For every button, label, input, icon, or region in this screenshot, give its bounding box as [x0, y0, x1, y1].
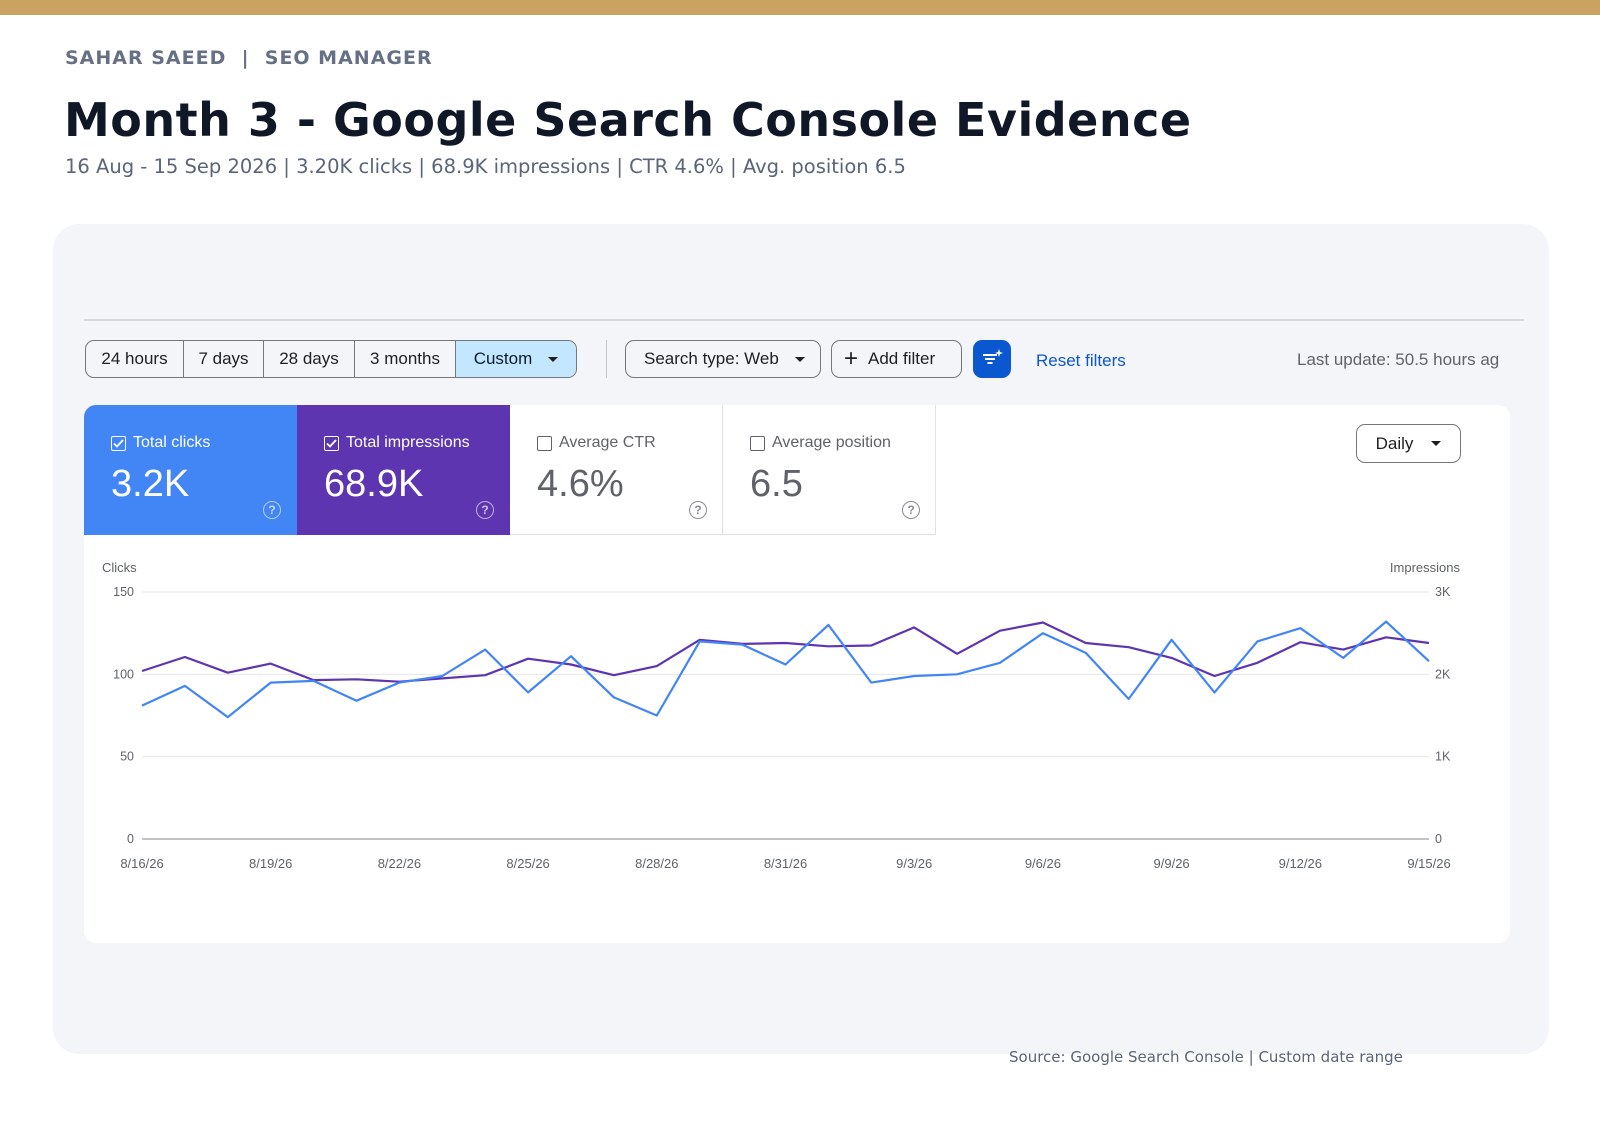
performance-card: Total clicks 3.2K ? Total impressions 68… [84, 405, 1510, 943]
chevron-down-icon [548, 356, 559, 362]
page-subtitle: 16 Aug - 15 Sep 2026 | 3.20K clicks | 68… [65, 155, 906, 178]
accent-bar [0, 0, 1600, 15]
metric-label-row: Total clicks [111, 434, 210, 452]
y-axis-title-right: Impressions [1390, 560, 1461, 575]
chevron-down-icon [1431, 441, 1442, 446]
x-tick-label: 8/25/26 [506, 856, 549, 871]
y-tick-label-left: 150 [113, 585, 134, 599]
metric-label-row: Total impressions [324, 434, 470, 452]
granularity-label: Daily [1375, 433, 1414, 453]
metric-value: 68.9K [324, 463, 424, 505]
divider [84, 319, 1524, 321]
filter-settings-button[interactable] [973, 340, 1011, 378]
x-tick-label: 9/12/26 [1279, 856, 1322, 871]
add-filter-label: Add filter [868, 349, 936, 368]
reset-filters-link[interactable]: Reset filters [1036, 351, 1126, 370]
metric-value: 4.6% [537, 463, 624, 505]
performance-line-chart: 0 0 50 1K 100 2K 150 3K Clicks Impressions 8/16/26… [102, 560, 1461, 871]
metric-label: Average position [772, 434, 891, 451]
date-range-selector: 24 hours 7 days 28 days 3 months Custom [85, 340, 577, 378]
page-title: Month 3 - Google Search Console Evidence [64, 93, 1192, 147]
y-tick-label-left: 100 [113, 667, 134, 681]
x-tick-label: 9/6/26 [1025, 856, 1061, 871]
series-line-clicks [141, 620, 1430, 719]
checkbox-checked-icon[interactable] [111, 435, 126, 451]
y-tick-label-left: 50 [120, 750, 134, 764]
metric-label-row: Average position [750, 434, 891, 452]
range-3-months-button[interactable]: 3 months [355, 341, 456, 377]
range-custom-button[interactable]: Custom [456, 341, 576, 377]
add-filter-button[interactable]: + Add filter [831, 340, 962, 378]
author-role: SAHAR SAEED | SEO MANAGER [65, 47, 433, 69]
help-icon[interactable]: ? [689, 501, 707, 519]
range-custom-label: Custom [473, 349, 533, 368]
metric-label: Total clicks [133, 434, 211, 451]
search-type-label: Search type: Web [644, 349, 779, 368]
checkbox-unchecked-icon[interactable] [750, 435, 765, 451]
toolbar-separator [606, 340, 607, 378]
x-tick-label: 8/28/26 [635, 856, 678, 871]
y-tick-label-right: 2K [1435, 667, 1451, 681]
chevron-down-icon [794, 356, 805, 362]
plus-icon: + [844, 345, 859, 372]
metric-total-clicks[interactable]: Total clicks 3.2K ? [84, 405, 297, 535]
x-tick-label: 9/9/26 [1154, 856, 1190, 871]
help-icon[interactable]: ? [902, 501, 920, 519]
x-tick-label: 8/31/26 [764, 856, 807, 871]
x-tick-label: 8/22/26 [378, 856, 421, 871]
metric-label: Total impressions [346, 434, 470, 451]
filter-sparkle-icon [983, 349, 1003, 364]
y-tick-label-right: 0 [1435, 832, 1442, 846]
y-tick-label-right: 3K [1435, 585, 1451, 599]
last-update-text: Last update: 50.5 hours ag [1297, 350, 1500, 369]
range-24-hours-button[interactable]: 24 hours [86, 341, 184, 377]
metric-label: Average CTR [559, 434, 656, 451]
metric-value: 3.2K [111, 463, 190, 505]
granularity-dropdown[interactable]: Daily [1356, 424, 1461, 463]
metric-value: 6.5 [750, 463, 803, 505]
y-tick-label-left: 0 [127, 832, 134, 846]
y-tick-label-right: 1K [1435, 750, 1451, 764]
x-tick-label: 8/16/26 [120, 856, 163, 871]
y-axis-title-left: Clicks [102, 560, 137, 575]
series-line-impressions [141, 621, 1430, 683]
metric-average-position[interactable]: Average position 6.5 ? [723, 405, 936, 535]
checkbox-unchecked-icon[interactable] [537, 435, 552, 451]
help-icon[interactable]: ? [476, 501, 494, 519]
checkbox-checked-icon[interactable] [324, 435, 339, 451]
range-28-days-button[interactable]: 28 days [264, 341, 355, 377]
x-tick-label: 9/3/26 [896, 856, 932, 871]
x-tick-label: 8/19/26 [249, 856, 292, 871]
metric-label-row: Average CTR [537, 434, 656, 452]
metric-total-impressions[interactable]: Total impressions 68.9K ? [297, 405, 510, 535]
source-note: Source: Google Search Console | Custom d… [1009, 1048, 1403, 1066]
search-console-screenshot: 24 hours 7 days 28 days 3 months Custom … [84, 319, 1524, 959]
search-type-dropdown[interactable]: Search type: Web [625, 340, 821, 378]
help-icon[interactable]: ? [263, 501, 281, 519]
screenshot-panel: 24 hours 7 days 28 days 3 months Custom … [53, 224, 1549, 1054]
range-7-days-button[interactable]: 7 days [184, 341, 264, 377]
metric-average-ctr[interactable]: Average CTR 4.6% ? [510, 405, 723, 535]
x-tick-label: 9/15/26 [1407, 856, 1450, 871]
